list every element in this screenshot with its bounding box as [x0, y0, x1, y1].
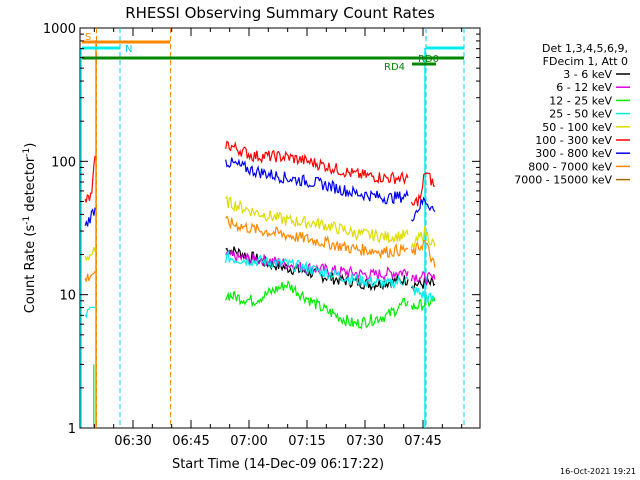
y-tick-label: 1 — [68, 422, 76, 437]
y-tick-label: 100 — [51, 155, 76, 170]
series-line-300-800-kev — [84, 207, 96, 227]
x-tick-label: 07:30 — [346, 434, 383, 449]
series-line-25-50-kev — [84, 306, 96, 319]
series-line-50-100-kev — [225, 194, 409, 245]
ticks-layer: 06:30 06:45 07:00 07:15 07:30 07:45 1 10 100 1000 — [43, 22, 480, 449]
x-tick-label: 07:15 — [288, 434, 325, 449]
legend-entry-label: 50 - 100 keV — [542, 121, 612, 134]
series-line-25-50-kev — [410, 285, 436, 303]
y-axis-label: Count Rate (s-1 detector-1) — [22, 143, 38, 314]
y-tick-label: 1000 — [43, 22, 76, 37]
series-line-12-25-kev — [225, 280, 409, 330]
x-tick-label: 07:00 — [230, 434, 267, 449]
series-line-100-300-kev — [84, 155, 96, 203]
legend-entry-label: 7000 - 15000 keV — [514, 174, 612, 187]
series-line-12-25-kev — [410, 295, 436, 311]
legend-entry-label: 800 - 7000 keV — [528, 160, 612, 173]
series-line-6-12-kev — [410, 270, 436, 286]
series-line-50-100-kev — [410, 225, 436, 249]
rd4-flag-label: RD4 — [384, 62, 405, 73]
y-tick-label: 10 — [59, 289, 76, 304]
series-line-300-800-kev — [410, 196, 436, 222]
legend-entry-label: 25 - 50 keV — [549, 108, 612, 121]
x-tick-label: 07:45 — [404, 434, 441, 449]
saa-flag-label: S — [85, 32, 91, 43]
x-tick-label: 06:30 — [114, 434, 151, 449]
series-line-800-7000-kev — [225, 215, 409, 260]
legend-entry-label: 100 - 300 keV — [535, 134, 612, 147]
legend-entry-label: 3 - 6 keV — [563, 68, 612, 81]
series-line-800-7000-kev — [84, 270, 96, 282]
series-line-100-300-kev — [410, 172, 435, 207]
legend-entry-label: 300 - 800 keV — [535, 147, 612, 160]
legend-header-line: Det 1,3,4,5,6,9, — [542, 42, 628, 55]
series-line-100-300-kev — [225, 140, 409, 185]
chart-title: RHESSI Observing Summary Count Rates — [125, 4, 435, 22]
night-flag-label: N — [125, 44, 132, 55]
series-line-300-800-kev — [225, 157, 409, 205]
rd0-flag-label: RD0 — [418, 54, 439, 65]
x-tick-label: 06:45 — [172, 434, 209, 449]
legend-entry-label: 6 - 12 keV — [556, 81, 612, 94]
legend-header-line: FDecim 1, Att 0 — [543, 55, 628, 68]
series-line-50-100-kev — [84, 246, 96, 262]
series-layer — [84, 140, 436, 428]
series-line-25-50-kev — [225, 249, 409, 289]
reference-lines: S N RD0 RD4 — [80, 28, 465, 428]
date-stamp: 16-Oct-2021 19:21 — [560, 467, 636, 476]
plot-frame — [79, 27, 481, 429]
legend: Det 1,3,4,5,6,9,FDecim 1, Att 03 - 6 keV… — [514, 42, 630, 187]
legend-entry-label: 12 - 25 keV — [549, 94, 612, 107]
series-line-3-6-kev — [410, 276, 436, 293]
x-axis-label: Start Time (14-Dec-09 06:17:22) — [172, 457, 384, 472]
series-line-800-7000-kev — [410, 239, 436, 268]
